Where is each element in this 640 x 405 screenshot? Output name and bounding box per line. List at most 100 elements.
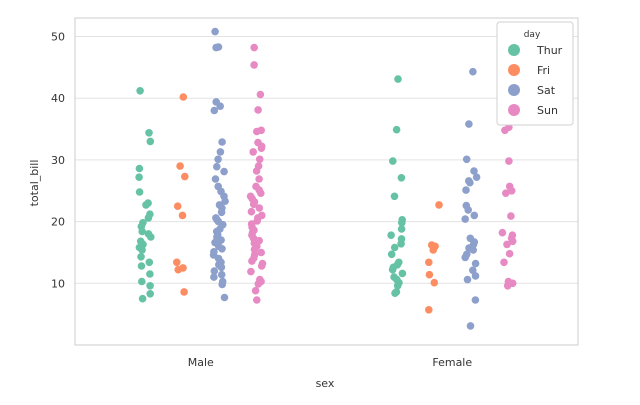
point-thur-female: [397, 174, 406, 182]
point-sun-male: [249, 200, 258, 209]
point-sun-female: [500, 258, 508, 267]
point-thur-male: [137, 262, 146, 270]
point-sun-female: [507, 187, 516, 195]
point-sat-female: [471, 259, 480, 268]
point-sat-female: [471, 272, 480, 280]
point-fri-male: [174, 265, 182, 274]
point-sun-male: [247, 267, 255, 276]
legend-label-fri: Fri: [537, 64, 550, 77]
point-thur-female: [392, 125, 401, 134]
y-tick-label: 20: [51, 216, 65, 229]
point-thur-female: [388, 265, 397, 274]
legend-label-thur: Thur: [536, 44, 563, 57]
point-thur-male: [142, 201, 150, 209]
y-axis-title: total_bill: [28, 160, 41, 207]
point-thur-female: [397, 225, 406, 233]
y-tick-label: 30: [51, 154, 65, 167]
point-fri-male: [173, 202, 182, 210]
point-sat-female: [461, 215, 470, 223]
point-sat-male: [212, 43, 220, 52]
point-fri-female: [425, 258, 433, 267]
point-sat-female: [470, 211, 479, 220]
point-sat-male: [210, 267, 219, 275]
legend-label-sat: Sat: [537, 84, 556, 97]
point-sun-female: [503, 282, 512, 290]
point-sun-male: [252, 127, 261, 136]
point-sun-female: [502, 189, 510, 197]
point-thur-male: [147, 233, 155, 241]
x-axis-title: sex: [316, 377, 335, 390]
point-sun-male: [250, 61, 258, 69]
point-thur-male: [146, 282, 154, 290]
point-thur-male: [146, 137, 155, 146]
point-sat-female: [472, 173, 481, 181]
x-tick-label-female: Female: [432, 356, 472, 369]
point-sat-male: [217, 270, 226, 279]
point-sat-male: [218, 280, 226, 289]
legend-label-sun: Sun: [537, 104, 558, 117]
point-thur-male: [135, 164, 144, 173]
point-sun-male: [256, 90, 265, 99]
point-sat-male: [216, 148, 225, 156]
point-thur-female: [397, 240, 405, 248]
x-tick-label-male: Male: [188, 356, 214, 369]
point-sat-male: [210, 106, 219, 115]
point-sat-male: [216, 102, 224, 110]
point-sat-male: [210, 273, 218, 281]
point-fri-male: [178, 211, 187, 220]
point-sat-male: [213, 162, 221, 171]
point-sun-male: [250, 43, 258, 52]
point-sat-male: [217, 263, 226, 272]
point-fri-male: [179, 93, 188, 101]
y-tick-label: 10: [51, 277, 65, 290]
point-sat-male: [217, 208, 226, 217]
point-thur-female: [387, 231, 395, 239]
point-sun-male: [257, 144, 266, 152]
point-sat-female: [470, 167, 478, 175]
legend-marker-sun: [508, 104, 520, 116]
point-fri-male: [173, 258, 181, 267]
point-thur-male: [136, 87, 144, 95]
point-thur-male: [144, 214, 153, 222]
point-sun-male: [250, 245, 259, 254]
point-sat-female: [464, 206, 473, 214]
point-sun-male: [255, 204, 264, 212]
point-thur-male: [138, 246, 146, 254]
point-thur-male: [138, 294, 147, 303]
point-fri-male: [181, 172, 189, 181]
legend-marker-thur: [508, 44, 520, 56]
point-sat-female: [463, 275, 472, 284]
point-thur-female: [387, 250, 396, 259]
legend-marker-fri: [508, 64, 520, 76]
legend: day Thur Fri Sat Sun: [496, 21, 574, 126]
point-sun-male: [247, 207, 256, 216]
point-sun-male: [257, 262, 266, 270]
point-sat-male: [217, 236, 225, 244]
point-sat-female: [461, 253, 470, 262]
point-fri-male: [180, 288, 188, 296]
point-thur-female: [394, 75, 402, 83]
point-sun-male: [253, 217, 261, 225]
legend-marker-sat: [508, 84, 520, 96]
point-sun-male: [255, 175, 263, 183]
point-sat-male: [218, 245, 226, 253]
point-fri-female: [425, 270, 434, 279]
point-thur-female: [398, 219, 406, 227]
data-points: [135, 27, 517, 330]
point-thur-male: [135, 173, 143, 181]
point-sun-male: [254, 106, 262, 114]
point-sat-female: [471, 296, 480, 304]
point-sat-female: [466, 178, 474, 187]
point-sat-male: [221, 197, 229, 205]
point-fri-female: [429, 246, 438, 254]
legend-title: day: [524, 30, 541, 40]
point-thur-female: [389, 157, 397, 165]
point-thur-female: [393, 282, 402, 290]
point-sat-male: [218, 138, 226, 146]
point-thur-male: [146, 290, 154, 298]
point-sun-male: [251, 286, 260, 295]
point-sat-male: [214, 155, 222, 164]
point-sun-male: [257, 189, 265, 197]
point-sat-female: [462, 186, 470, 194]
plot-frame: [74, 17, 579, 346]
